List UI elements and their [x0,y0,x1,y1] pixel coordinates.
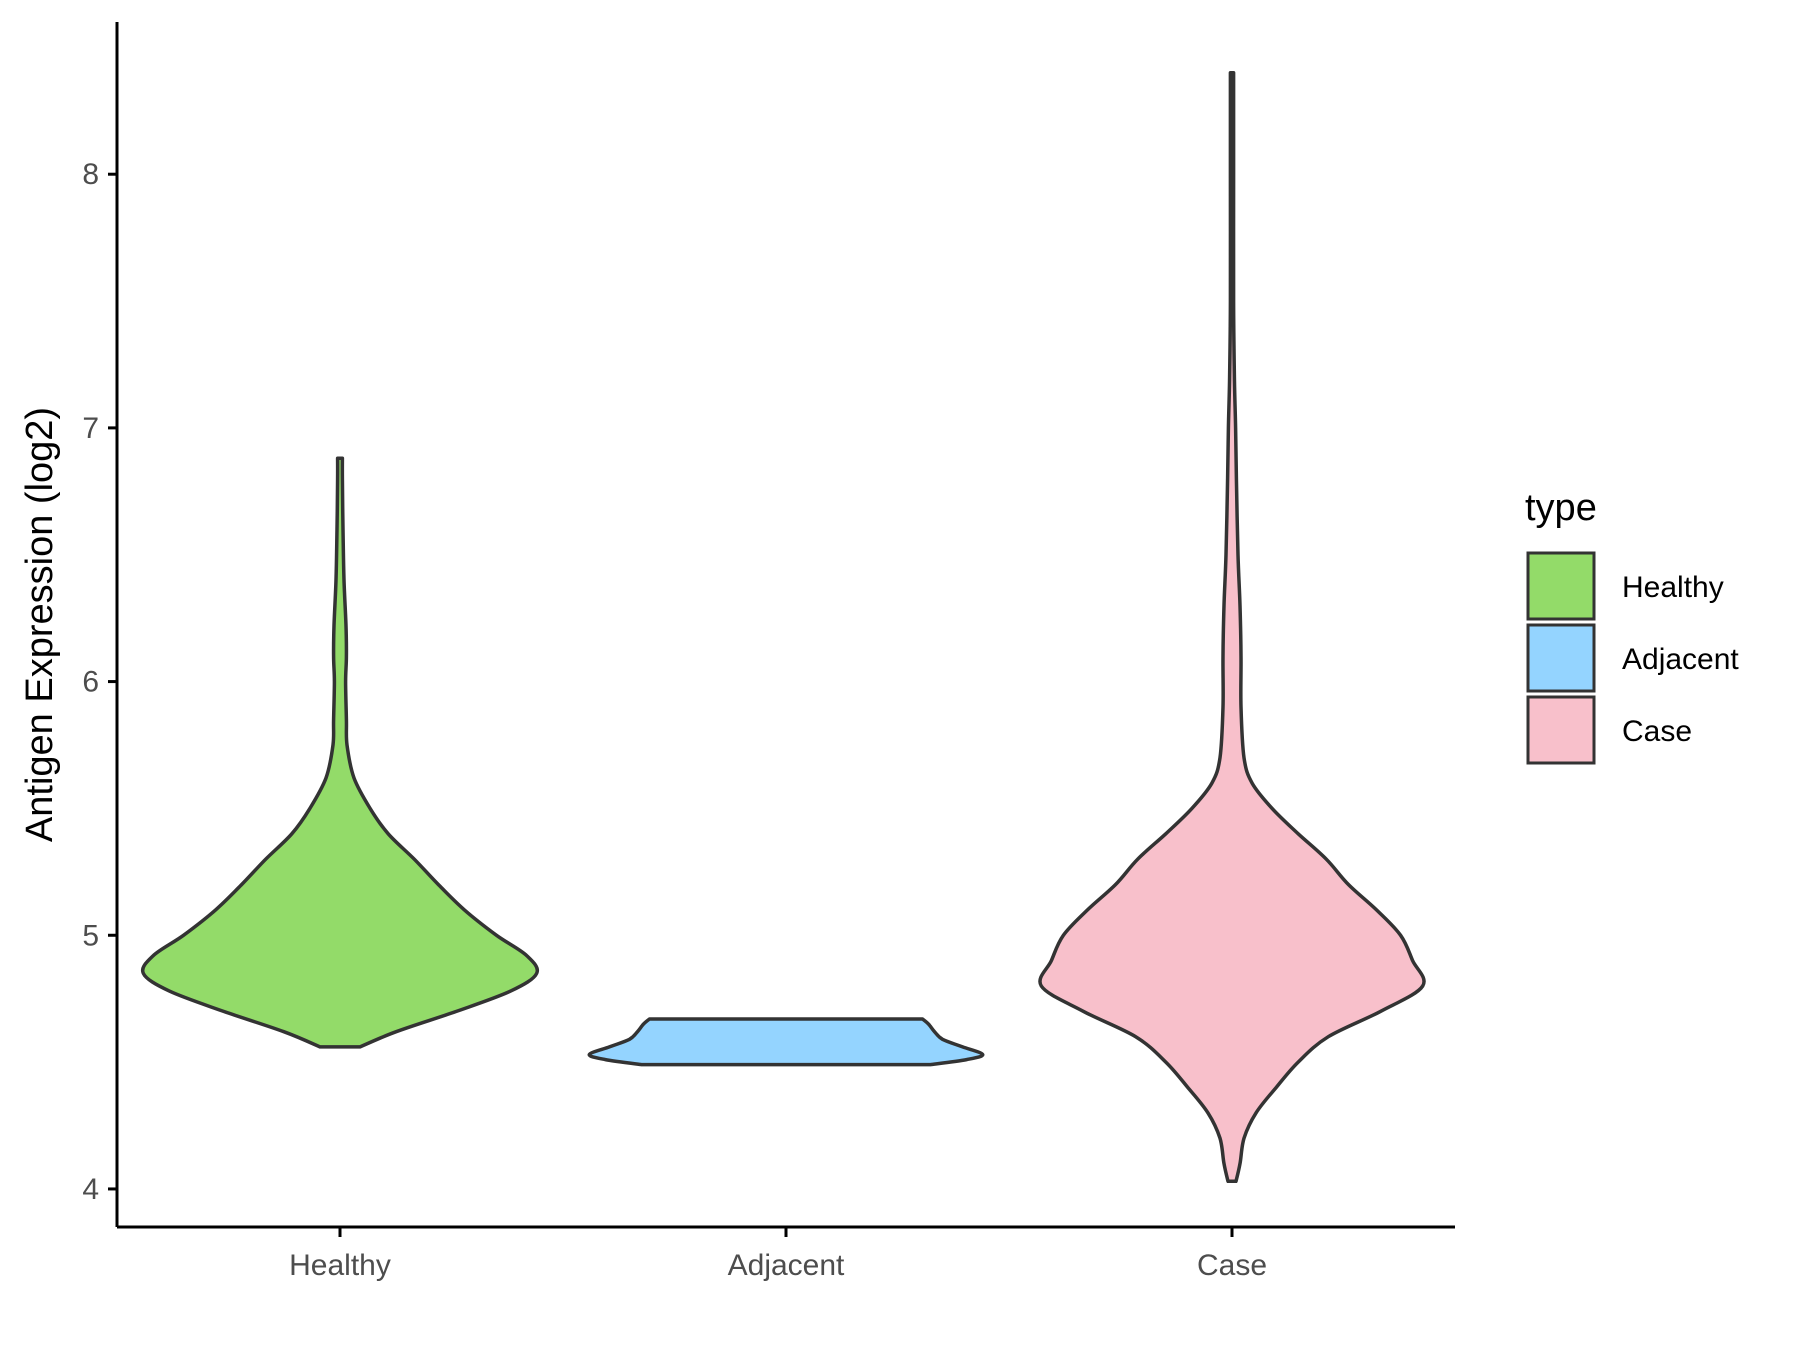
axes-layer: 4 5 6 7 8 Healthy Adjacent Case Antigen Expres… [19,22,1455,1282]
legend: type Healthy Adjacent Case [1525,487,1739,765]
legend-label-healthy: Healthy [1622,571,1724,604]
x-tick-label: Adjacent [728,1249,845,1282]
legend-title: type [1525,487,1597,529]
y-tick-label: 4 [82,1173,99,1206]
legend-label-adjacent: Adjacent [1622,643,1739,676]
violin-adjacent [587,1017,985,1067]
legend-swatch-case [1526,695,1596,765]
y-ticks: 4 5 6 7 8 [82,158,117,1206]
y-tick-label: 8 [82,158,99,191]
legend-entries: Healthy Adjacent Case [1526,551,1739,765]
x-ticks: Healthy Adjacent Case [289,1227,1267,1282]
y-tick-label: 6 [82,666,99,699]
y-tick-label: 7 [82,412,99,445]
violins-layer [140,70,1426,1184]
x-tick-label: Case [1197,1249,1267,1282]
y-tick-label: 5 [82,919,99,952]
legend-swatch-healthy [1526,551,1596,621]
violin-healthy [140,456,540,1049]
x-tick-label: Healthy [289,1249,391,1282]
violin-case [1038,70,1426,1184]
y-axis-title: Antigen Expression (log2) [19,407,61,842]
legend-label-case: Case [1622,715,1692,748]
legend-swatch-adjacent [1526,623,1596,693]
